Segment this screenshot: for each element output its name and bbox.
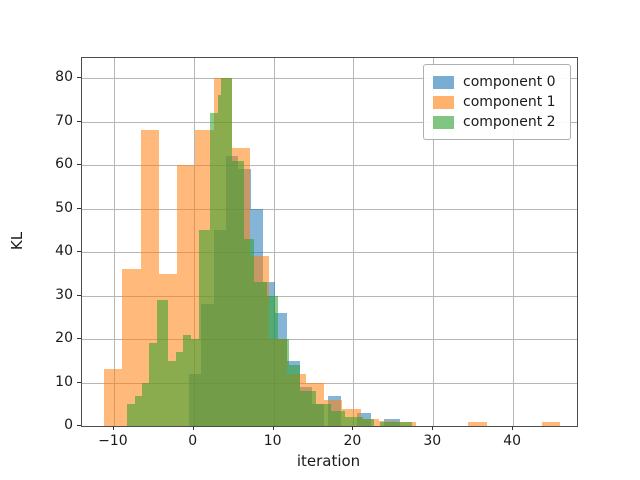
y-tick-label: 50: [55, 199, 73, 216]
histogram-bar: [541, 421, 561, 426]
x-tick-mark: [432, 426, 434, 430]
histogram-bar: [134, 395, 142, 426]
histogram-bar: [209, 112, 218, 426]
histogram-bar: [126, 404, 135, 426]
histogram-bars-layer: [82, 58, 577, 426]
histogram-bar: [232, 160, 245, 426]
y-tick-mark: [77, 425, 81, 426]
y-tick-label: 10: [55, 373, 73, 390]
legend-label: component 2: [463, 114, 556, 130]
legend-item-1: component 1: [433, 92, 561, 112]
legend-label: component 0: [463, 74, 556, 90]
histogram-bar: [141, 382, 150, 426]
histogram-bar: [278, 339, 289, 426]
x-tick-mark: [192, 426, 194, 430]
histogram-bar: [331, 410, 346, 426]
histogram-bar: [183, 334, 191, 426]
histogram-bar: [198, 230, 210, 426]
histogram-bar: [104, 369, 123, 426]
gridline-y-10: [82, 382, 577, 384]
x-axis-label: iteration: [296, 452, 361, 470]
y-tick-mark: [77, 120, 81, 122]
y-tick-label: 20: [55, 330, 73, 346]
histogram-bar: [176, 352, 184, 426]
x-tick-mark: [112, 426, 114, 430]
y-tick-mark: [77, 164, 81, 165]
legend-label: component 1: [463, 94, 556, 110]
legend-item-2: component 2: [433, 112, 561, 132]
gridline-x-40: [513, 58, 515, 426]
histogram-bar: [468, 421, 487, 426]
x-tick-mark: [352, 426, 354, 430]
gridline-x-10: [273, 58, 275, 426]
x-tick-label: 10: [263, 433, 282, 449]
histogram-bar: [288, 365, 300, 426]
y-tick-label: 70: [55, 112, 73, 129]
histogram-bar: [157, 299, 169, 426]
histogram-bar: [299, 391, 316, 426]
y-tick-mark: [77, 207, 81, 209]
histogram-bar: [345, 417, 364, 426]
y-axis-label: KL: [8, 231, 27, 251]
gridline-y-50: [82, 208, 577, 210]
x-tick-label: 30: [423, 433, 442, 449]
histogram-bar: [244, 238, 254, 426]
histogram-bar: [122, 269, 141, 426]
legend-swatch-icon: [433, 95, 454, 109]
gridline-x-30: [433, 58, 435, 426]
y-tick-mark: [77, 251, 81, 252]
histogram-bar: [217, 95, 222, 426]
y-tick-label: 40: [55, 243, 73, 259]
histogram-bar: [379, 421, 412, 426]
plot-area: component 0 component 1 component 2: [81, 57, 578, 427]
y-tick-mark: [77, 338, 81, 339]
x-tick-mark: [512, 426, 514, 430]
gridline-y-40: [82, 252, 577, 253]
x-tick-mark: [272, 426, 274, 430]
histogram-bar: [149, 343, 158, 426]
y-tick-label: 0: [64, 417, 73, 433]
legend: component 0 component 1 component 2: [423, 64, 571, 140]
x-tick-label: 40: [503, 433, 522, 449]
series-layer-2: [82, 58, 577, 426]
gridline-y-60: [82, 165, 577, 166]
y-tick-mark: [77, 294, 81, 296]
y-tick-label: 60: [55, 156, 73, 172]
legend-swatch-icon: [433, 75, 454, 89]
x-tick-label: 20: [343, 433, 362, 449]
gridline-y-20: [82, 339, 577, 340]
gridline-y-70: [82, 121, 577, 123]
histogram-bar: [267, 295, 279, 426]
gridline-x--10: [113, 58, 115, 426]
y-tick-mark: [77, 77, 81, 78]
gridline-y-30: [82, 295, 577, 297]
gridline-x-20: [353, 58, 355, 426]
x-tick-label: −10: [98, 433, 128, 449]
histogram-bar: [315, 404, 332, 426]
y-tick-label: 80: [55, 69, 73, 85]
y-tick-mark: [77, 381, 81, 383]
histogram-bar: [168, 360, 177, 426]
x-tick-label: 0: [188, 433, 198, 449]
gridline-y-80: [82, 78, 577, 79]
histogram-bar: [253, 282, 268, 426]
histogram-bar: [190, 339, 199, 426]
y-tick-label: 30: [55, 286, 73, 303]
histogram-bar: [363, 419, 375, 426]
legend-swatch-icon: [433, 115, 454, 129]
histogram-bar: [221, 78, 233, 426]
legend-item-0: component 0: [433, 72, 561, 92]
